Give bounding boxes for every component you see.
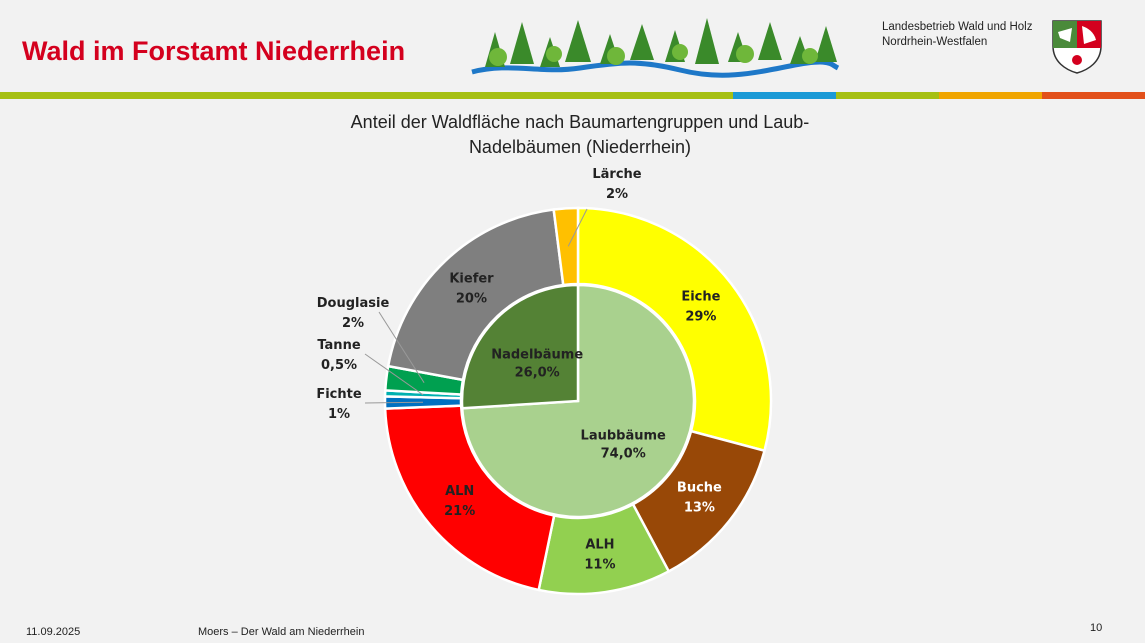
brand-stripe-bar xyxy=(0,92,1145,99)
page-title: Wald im Forstamt Niederrhein xyxy=(22,36,406,66)
organization-name: Landesbetrieb Wald und Holz Nordrhein-We… xyxy=(882,20,1032,50)
label-laerche-name: Lärche xyxy=(592,167,641,182)
brand-stripe-segment xyxy=(938,92,1042,99)
label-nadelbaeume-name: Nadelbäume xyxy=(491,348,583,363)
label-buche-value: 13% xyxy=(684,500,715,515)
label-alh-value: 11% xyxy=(584,557,615,572)
label-fichte-value: 1% xyxy=(328,407,350,422)
org-line-2: Nordrhein-Westfalen xyxy=(882,36,988,48)
nrw-coat-of-arms-icon xyxy=(1052,20,1102,74)
label-laerche-value: 2% xyxy=(606,187,628,202)
label-laubbaeume-value: 74,0% xyxy=(601,446,646,461)
chart-title-line-2: Nadelbäumen (Niederrhein) xyxy=(468,137,692,157)
leader-line-laerche xyxy=(567,208,588,247)
label-aln-name: ALN xyxy=(445,484,474,499)
org-line-1: Landesbetrieb Wald und Holz xyxy=(882,21,1033,33)
label-laubbaeume-name: Laubbäume xyxy=(581,428,666,443)
slice-nadelbaeume xyxy=(460,283,580,410)
leader-line-tanne xyxy=(364,353,424,396)
label-fichte-name: Fichte xyxy=(316,387,362,402)
label-aln-value: 21% xyxy=(444,504,475,519)
label-kiefer-value: 20% xyxy=(456,291,487,306)
label-kiefer-name: Kiefer xyxy=(449,271,494,286)
brand-stripe-segment xyxy=(0,92,733,99)
label-nadelbaeume-value: 26,0% xyxy=(515,366,560,381)
label-alh-name: ALH xyxy=(585,537,614,552)
label-tanne-value: 0,5% xyxy=(321,358,357,373)
brand-stripe-segment xyxy=(732,92,836,99)
footer-date: 11.09.2025 xyxy=(26,626,81,638)
chart-title: Anteil der Waldfläche nach Baumartengrup… xyxy=(300,110,860,160)
leader-line-fichte xyxy=(364,401,424,404)
label-eiche-name: Eiche xyxy=(681,290,720,305)
footer-text: Moers – Der Wald am Niederrhein xyxy=(198,626,365,638)
label-eiche-value: 29% xyxy=(685,310,716,325)
brand-stripe-segment xyxy=(835,92,939,99)
chart-title-line-1: Anteil der Waldfläche nach Baumartengrup… xyxy=(350,112,810,132)
page-number: 10 xyxy=(1090,622,1103,634)
leader-line-douglasie xyxy=(378,311,425,383)
label-buche-name: Buche xyxy=(677,480,722,495)
brand-stripe-segment xyxy=(1041,92,1145,99)
forest-river-banner xyxy=(471,18,840,78)
label-douglasie-name: Douglasie xyxy=(317,296,390,311)
label-tanne-name: Tanne xyxy=(317,338,360,353)
label-douglasie-value: 2% xyxy=(342,316,364,331)
